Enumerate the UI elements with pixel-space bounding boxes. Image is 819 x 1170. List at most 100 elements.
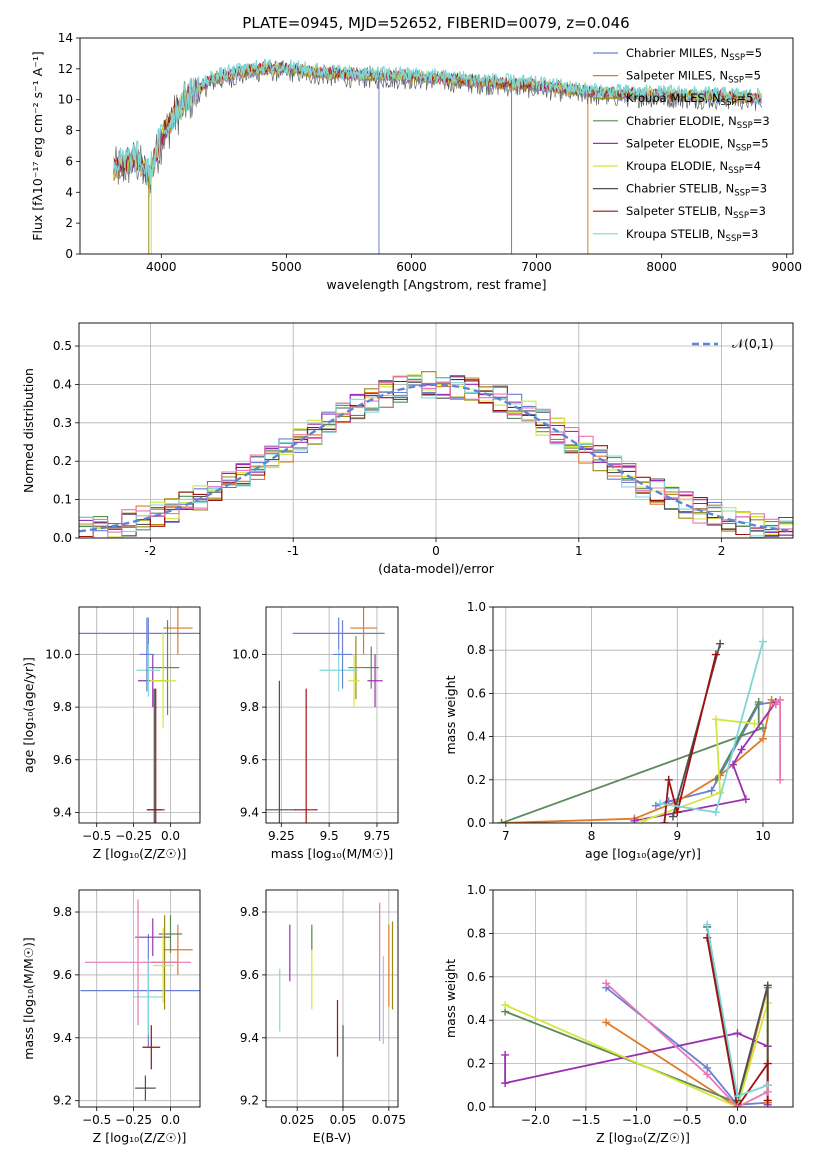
- y-tick-label: 9.2: [53, 1094, 72, 1108]
- x-tick-label: 9.25: [268, 829, 295, 843]
- y-tick-label: 9.4: [240, 805, 259, 819]
- x-axis-label: E(B-V): [313, 1130, 352, 1145]
- x-tick-label: −2.0: [521, 1113, 550, 1127]
- series-marker: [703, 920, 712, 929]
- y-tick-label: 1.0: [467, 600, 486, 614]
- data-point: [135, 918, 171, 957]
- data-point: [142, 1025, 161, 1070]
- x-tick-label: 9.75: [364, 829, 391, 843]
- histogram-step: [79, 371, 793, 538]
- y-tick-label: 0.4: [467, 730, 486, 744]
- x-tick-label: 0.0: [161, 829, 180, 843]
- data-point: [158, 915, 183, 953]
- series-marker: [656, 799, 665, 808]
- series-marker: [639, 816, 647, 823]
- series-marker: [759, 637, 767, 646]
- series-marker: [767, 695, 776, 704]
- x-tick-label: 9000: [771, 260, 802, 274]
- series-marker: [673, 808, 682, 817]
- y-tick-label: 0.6: [467, 970, 486, 984]
- x-tick-label: −0.5: [82, 1113, 111, 1127]
- x-tick-label: 8: [588, 829, 596, 843]
- plot-area-residual_hist: [79, 323, 793, 538]
- axes-frame: [78, 889, 201, 1108]
- series-marker: [711, 650, 720, 659]
- series-marker: [602, 1018, 611, 1027]
- y-tick-label: 8: [65, 124, 73, 138]
- x-axis-label: mass [log₁₀(M/M☉)]: [271, 846, 393, 861]
- series-marker: [737, 745, 746, 754]
- legend: Chabrier MILES, NSSP=5 Salpeter MILES, NS…: [593, 46, 770, 244]
- series-marker: [750, 719, 759, 728]
- series-marker: [763, 981, 772, 990]
- x-tick-label: 6000: [396, 260, 427, 274]
- y-tick-label: 9.4: [240, 1031, 259, 1045]
- series-marker: [759, 734, 767, 743]
- x-tick-label: 0.0: [161, 1113, 180, 1127]
- y-tick-label: 0: [65, 247, 73, 261]
- x-tick-label: 9: [673, 829, 681, 843]
- plot-area-mass_weight_vs_age: [493, 607, 793, 823]
- series-marker: [733, 1103, 742, 1107]
- x-tick-label: 7: [502, 829, 510, 843]
- legend-entry: Salpeter MILES, NSSP=5: [626, 69, 761, 86]
- data-point: [136, 643, 161, 697]
- y-tick-label: 0.2: [467, 1057, 486, 1071]
- series-marker: [711, 715, 720, 724]
- axes-frame: [492, 889, 794, 1108]
- data-point: [348, 654, 360, 708]
- x-axis-label: wavelength [Angstrom, rest frame]: [326, 277, 546, 292]
- data-point: [363, 646, 379, 689]
- legend-entry: Salpeter ELODIE, NSSP=5: [626, 136, 769, 153]
- legend-entry: Kroupa STELIB, NSSP=3: [626, 227, 758, 244]
- data-point: [367, 654, 383, 708]
- series-marker: [651, 801, 660, 810]
- x-tick-label: −1.0: [622, 1113, 651, 1127]
- y-tick-label: 9.8: [240, 700, 259, 714]
- data-point: [332, 620, 353, 689]
- series-marker: [776, 695, 785, 704]
- y-tick-label: 9.8: [53, 700, 72, 714]
- series-marker: [707, 786, 716, 795]
- x-tick-label: -2: [144, 544, 156, 558]
- y-tick-label: 0.8: [467, 926, 486, 940]
- series-marker: [759, 723, 767, 732]
- y-tick-label: 9.6: [240, 753, 259, 767]
- legend-entry: Chabrier ELODIE, NSSP=3: [626, 114, 770, 131]
- series-line: [775, 697, 781, 780]
- axes-mass_vs_ebv: 0.025 0.05 0.075 9.2 9.4 9.6 9.8 E(B-V): [240, 889, 406, 1145]
- spectrum-line: [113, 60, 762, 198]
- legend-entry: Chabrier STELIB, NSSP=3: [626, 182, 767, 199]
- axes-frame: [265, 889, 399, 1108]
- data-point: [163, 924, 193, 975]
- data-point: [292, 617, 385, 650]
- y-tick-label: 0.6: [467, 686, 486, 700]
- y-tick-label: 0.1: [53, 493, 72, 507]
- y-tick-label: 9.8: [240, 905, 259, 919]
- series-marker: [602, 979, 611, 988]
- series-line: [715, 701, 760, 781]
- y-tick-label: 9.2: [240, 1094, 259, 1108]
- y-tick-label: 0.4: [53, 377, 72, 391]
- y-axis-label: age [log₁₀(age/yr)]: [21, 657, 36, 773]
- series-marker: [763, 1087, 772, 1096]
- y-tick-label: 6: [65, 154, 73, 168]
- y-tick-label: 0.0: [467, 816, 486, 830]
- data-point: [348, 635, 364, 700]
- x-tick-label: 4000: [146, 260, 177, 274]
- series-marker: [501, 1001, 510, 1010]
- y-axis-label: mass weight: [443, 959, 458, 1038]
- series-marker: [660, 819, 669, 823]
- x-tick-label: 0.05: [330, 1113, 357, 1127]
- x-tick-label: −0.5: [82, 829, 111, 843]
- y-tick-label: 9.4: [53, 1031, 72, 1045]
- axes-mass_weight_vs_Z: −2.0 −1.5 −1.0 −0.5 0.0 0.0 0.2 0.4 0.6 0.8 1.0 Z […: [443, 883, 794, 1145]
- plot-area-mass_vs_Z: [79, 890, 200, 1107]
- series-marker: [771, 700, 780, 709]
- y-tick-label: 9.8: [53, 905, 72, 919]
- y-tick-label: 12: [58, 62, 73, 76]
- y-tick-label: 0.3: [53, 416, 72, 430]
- data-point: [350, 607, 377, 655]
- axes-frame: [78, 606, 201, 824]
